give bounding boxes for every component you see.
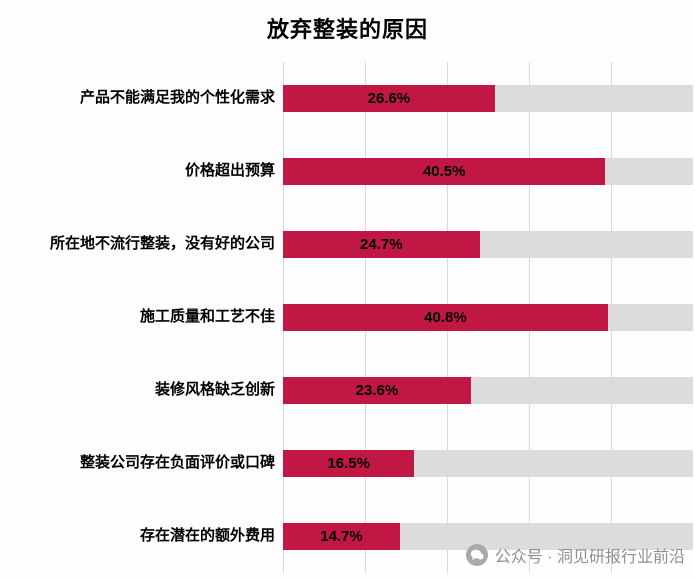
value-label: 16.5% (327, 455, 370, 472)
chart-row: 产品不能满足我的个性化需求 26.6% (0, 62, 695, 135)
chart-row: 价格超出预算 40.5% (0, 135, 695, 208)
value-label: 24.7% (360, 236, 403, 253)
bar: 24.7% (283, 231, 480, 258)
category-label: 装修风格缺乏创新 (154, 381, 275, 399)
chart-row: 施工质量和工艺不佳 40.8% (0, 281, 695, 354)
value-label: 40.8% (424, 309, 467, 326)
plot-rows: 产品不能满足我的个性化需求 26.6% 价格超出预算 40.5% 所在地不流行整装，没有… (0, 62, 695, 573)
chart-row: 装修风格缺乏创新 23.6% (0, 354, 695, 427)
watermark-text: 公众号 · 洞见研报行业前沿 (494, 549, 685, 566)
value-label: 26.6% (367, 90, 411, 107)
chart-row: 所在地不流行整装，没有好的公司 24.7% (0, 208, 695, 281)
category-label: 存在潜在的额外费用 (139, 527, 275, 545)
category-label: 整装公司存在负面评价或口碑 (79, 454, 275, 472)
bar-track: 14.7% (283, 523, 693, 550)
bar-track: 40.8% (283, 304, 693, 331)
chart-row: 存在潜在的额外费用 14.7% (0, 500, 695, 573)
bar: 40.5% (283, 158, 606, 185)
bar: 16.5% (283, 450, 415, 477)
category-label: 施工质量和工艺不佳 (139, 308, 275, 326)
category-label: 产品不能满足我的个性化需求 (79, 89, 275, 107)
bar-track: 16.5% (283, 450, 693, 477)
category-label: 所在地不流行整装，没有好的公司 (49, 235, 275, 253)
chart-row: 整装公司存在负面评价或口碑 16.5% (0, 427, 695, 500)
bar: 23.6% (283, 377, 471, 404)
bar: 26.6% (283, 85, 495, 112)
bar-chart: 产品不能满足我的个性化需求 26.6% 价格超出预算 40.5% 所在地不流行整装，没有… (0, 62, 695, 577)
bar-track: 26.6% (283, 85, 693, 112)
watermark: 公众号 · 洞见研报行业前沿 (465, 543, 685, 567)
wechat-chat-icon (465, 544, 488, 566)
bar-track: 24.7% (283, 231, 693, 258)
bar-track: 40.5% (283, 158, 693, 185)
category-label: 价格超出预算 (184, 162, 275, 180)
value-label: 23.6% (355, 382, 399, 399)
bar: 14.7% (283, 523, 401, 550)
value-label: 40.5% (422, 163, 466, 180)
bar-track: 23.6% (283, 377, 693, 404)
bar: 40.8% (283, 304, 608, 331)
chart-title: 放弃整装的原因 (266, 17, 428, 42)
value-label: 14.7% (320, 528, 363, 545)
